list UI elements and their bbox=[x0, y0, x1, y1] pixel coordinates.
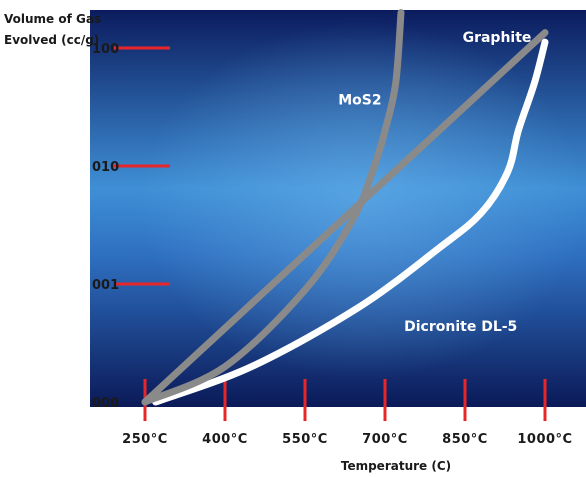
x-tick-label: 250°C bbox=[122, 432, 168, 447]
plot-glow bbox=[90, 10, 586, 407]
x-axis-label: Temperature (C) bbox=[341, 459, 451, 473]
series-lines bbox=[141, 9, 549, 406]
y-tick-label: 010 bbox=[92, 160, 119, 175]
series-line-dicronite-dl-5 bbox=[152, 38, 549, 406]
x-tick-label: 1000°C bbox=[517, 432, 572, 447]
y-tick-label: 100 bbox=[92, 42, 119, 57]
series-line-mos2 bbox=[141, 9, 405, 406]
x-tick-label: 850°C bbox=[442, 432, 488, 447]
x-tick-label: 550°C bbox=[282, 432, 328, 447]
series-line-graphite bbox=[141, 29, 549, 406]
series-label-dicronite-dl-5: Dicronite DL-5 bbox=[404, 319, 517, 335]
series-label-graphite: Graphite bbox=[463, 30, 532, 46]
series-labels: Graphite MoS2 Dicronite DL-5 bbox=[338, 30, 531, 335]
y-axis-ticks: 000 001 010 100 bbox=[92, 42, 170, 411]
x-tick-label: 400°C bbox=[202, 432, 248, 447]
x-tick-label: 700°C bbox=[362, 432, 408, 447]
x-axis-ticks: 250°C 400°C 550°C 700°C 850°C 1000°C bbox=[122, 379, 572, 447]
y-axis-label: Volume of Gas Evolved (cc/g) bbox=[4, 12, 105, 47]
y-tick-label: 000 bbox=[92, 396, 119, 411]
series-label-mos2: MoS2 bbox=[338, 93, 381, 109]
y-axis-label-line-1: Volume of Gas bbox=[4, 12, 101, 26]
y-axis-label-line-2: Evolved (cc/g) bbox=[4, 33, 99, 47]
y-tick-label: 001 bbox=[92, 278, 119, 293]
